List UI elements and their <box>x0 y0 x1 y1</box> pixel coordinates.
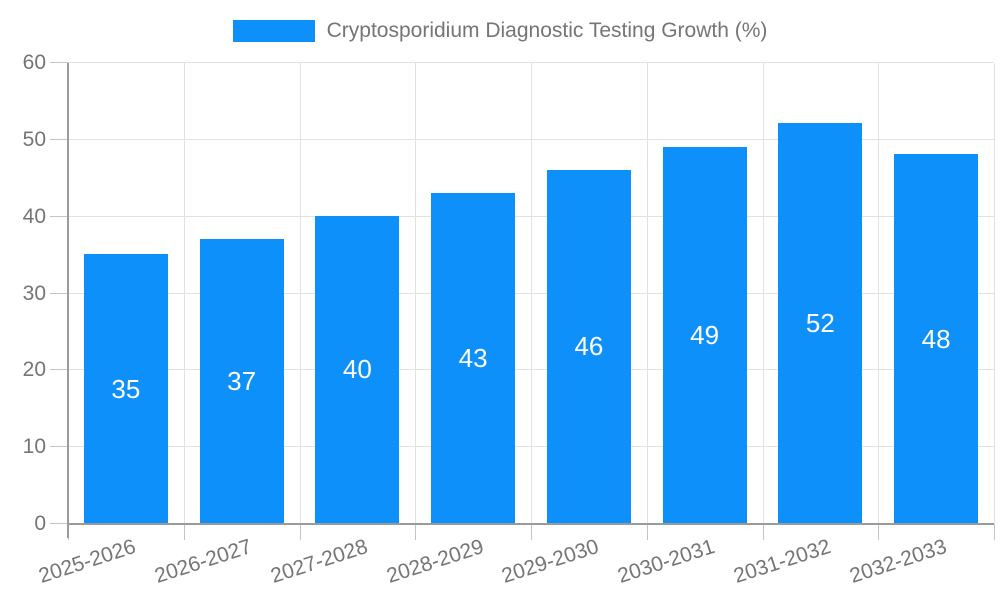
x-axis-label: 2028-2029 <box>383 535 487 588</box>
y-axis-label: 0 <box>34 512 46 535</box>
legend-swatch-icon <box>232 20 315 42</box>
y-axis-tick <box>50 292 68 294</box>
x-axis-tick <box>878 524 880 540</box>
gridline-vertical <box>762 63 764 524</box>
bar-2032-2033: 48 <box>894 154 979 523</box>
bar-value-label: 40 <box>342 354 372 385</box>
bar-2031-2032: 52 <box>778 123 863 523</box>
x-axis-tick <box>531 524 532 540</box>
y-axis-label: 20 <box>22 358 46 382</box>
x-axis-tick <box>994 524 995 540</box>
y-axis-label: 10 <box>22 435 46 459</box>
x-axis-label: 2027-2028 <box>267 535 371 588</box>
x-axis-tick <box>415 524 417 540</box>
gridline-vertical <box>183 63 185 524</box>
bar-value-label: 35 <box>111 373 141 404</box>
y-axis-tick <box>50 62 68 63</box>
bar-2026-2027: 37 <box>199 238 284 523</box>
y-axis-tick <box>50 215 68 217</box>
y-axis-tick <box>50 446 68 448</box>
chart-legend[interactable]: Cryptosporidium Diagnostic Testing Growt… <box>0 19 1000 43</box>
bar-2027-2028: 40 <box>315 215 400 523</box>
x-axis-tick <box>183 524 185 540</box>
x-axis-label: 2026-2027 <box>152 535 255 588</box>
bar-2029-2030: 46 <box>546 169 631 523</box>
legend-label: Cryptosporidium Diagnostic Testing Growt… <box>326 19 768 42</box>
x-axis-label: 2030-2031 <box>615 535 718 588</box>
y-axis-label: 30 <box>22 281 46 305</box>
y-axis-tick <box>50 138 68 140</box>
bar-value-label: 52 <box>805 308 835 339</box>
x-axis-label: 2025-2026 <box>36 535 139 588</box>
bar-2028-2029: 43 <box>431 192 516 523</box>
y-axis-tick <box>50 369 68 371</box>
bar-2025-2026: 35 <box>83 254 168 523</box>
bar-value-label: 48 <box>921 323 951 354</box>
y-axis-label: 50 <box>22 127 46 151</box>
bar-value-label: 43 <box>458 342 488 373</box>
x-axis-tick <box>646 524 648 540</box>
gridline-vertical <box>646 63 648 524</box>
bar-value-label: 49 <box>690 319 720 350</box>
y-axis-tick <box>50 523 68 524</box>
x-axis-tick <box>299 524 301 540</box>
x-axis-line <box>68 523 994 525</box>
y-axis-label: 60 <box>22 51 46 74</box>
x-axis-label: 2029-2030 <box>499 535 602 588</box>
gridline-horizontal <box>68 62 994 63</box>
y-axis-line <box>67 63 69 538</box>
gridline-vertical <box>531 63 532 524</box>
gridline-vertical <box>878 63 880 524</box>
gridline-vertical <box>415 63 417 524</box>
bar-value-label: 37 <box>227 365 257 396</box>
gridline-vertical <box>994 63 995 524</box>
bar-2030-2031: 49 <box>662 146 747 523</box>
x-axis-label: 2031-2032 <box>730 535 834 588</box>
x-axis-tick <box>762 524 764 540</box>
x-axis-label: 2032-2033 <box>846 535 950 588</box>
gridline-vertical <box>299 63 301 524</box>
y-axis-label: 40 <box>22 204 46 228</box>
bar-value-label: 46 <box>574 331 604 362</box>
